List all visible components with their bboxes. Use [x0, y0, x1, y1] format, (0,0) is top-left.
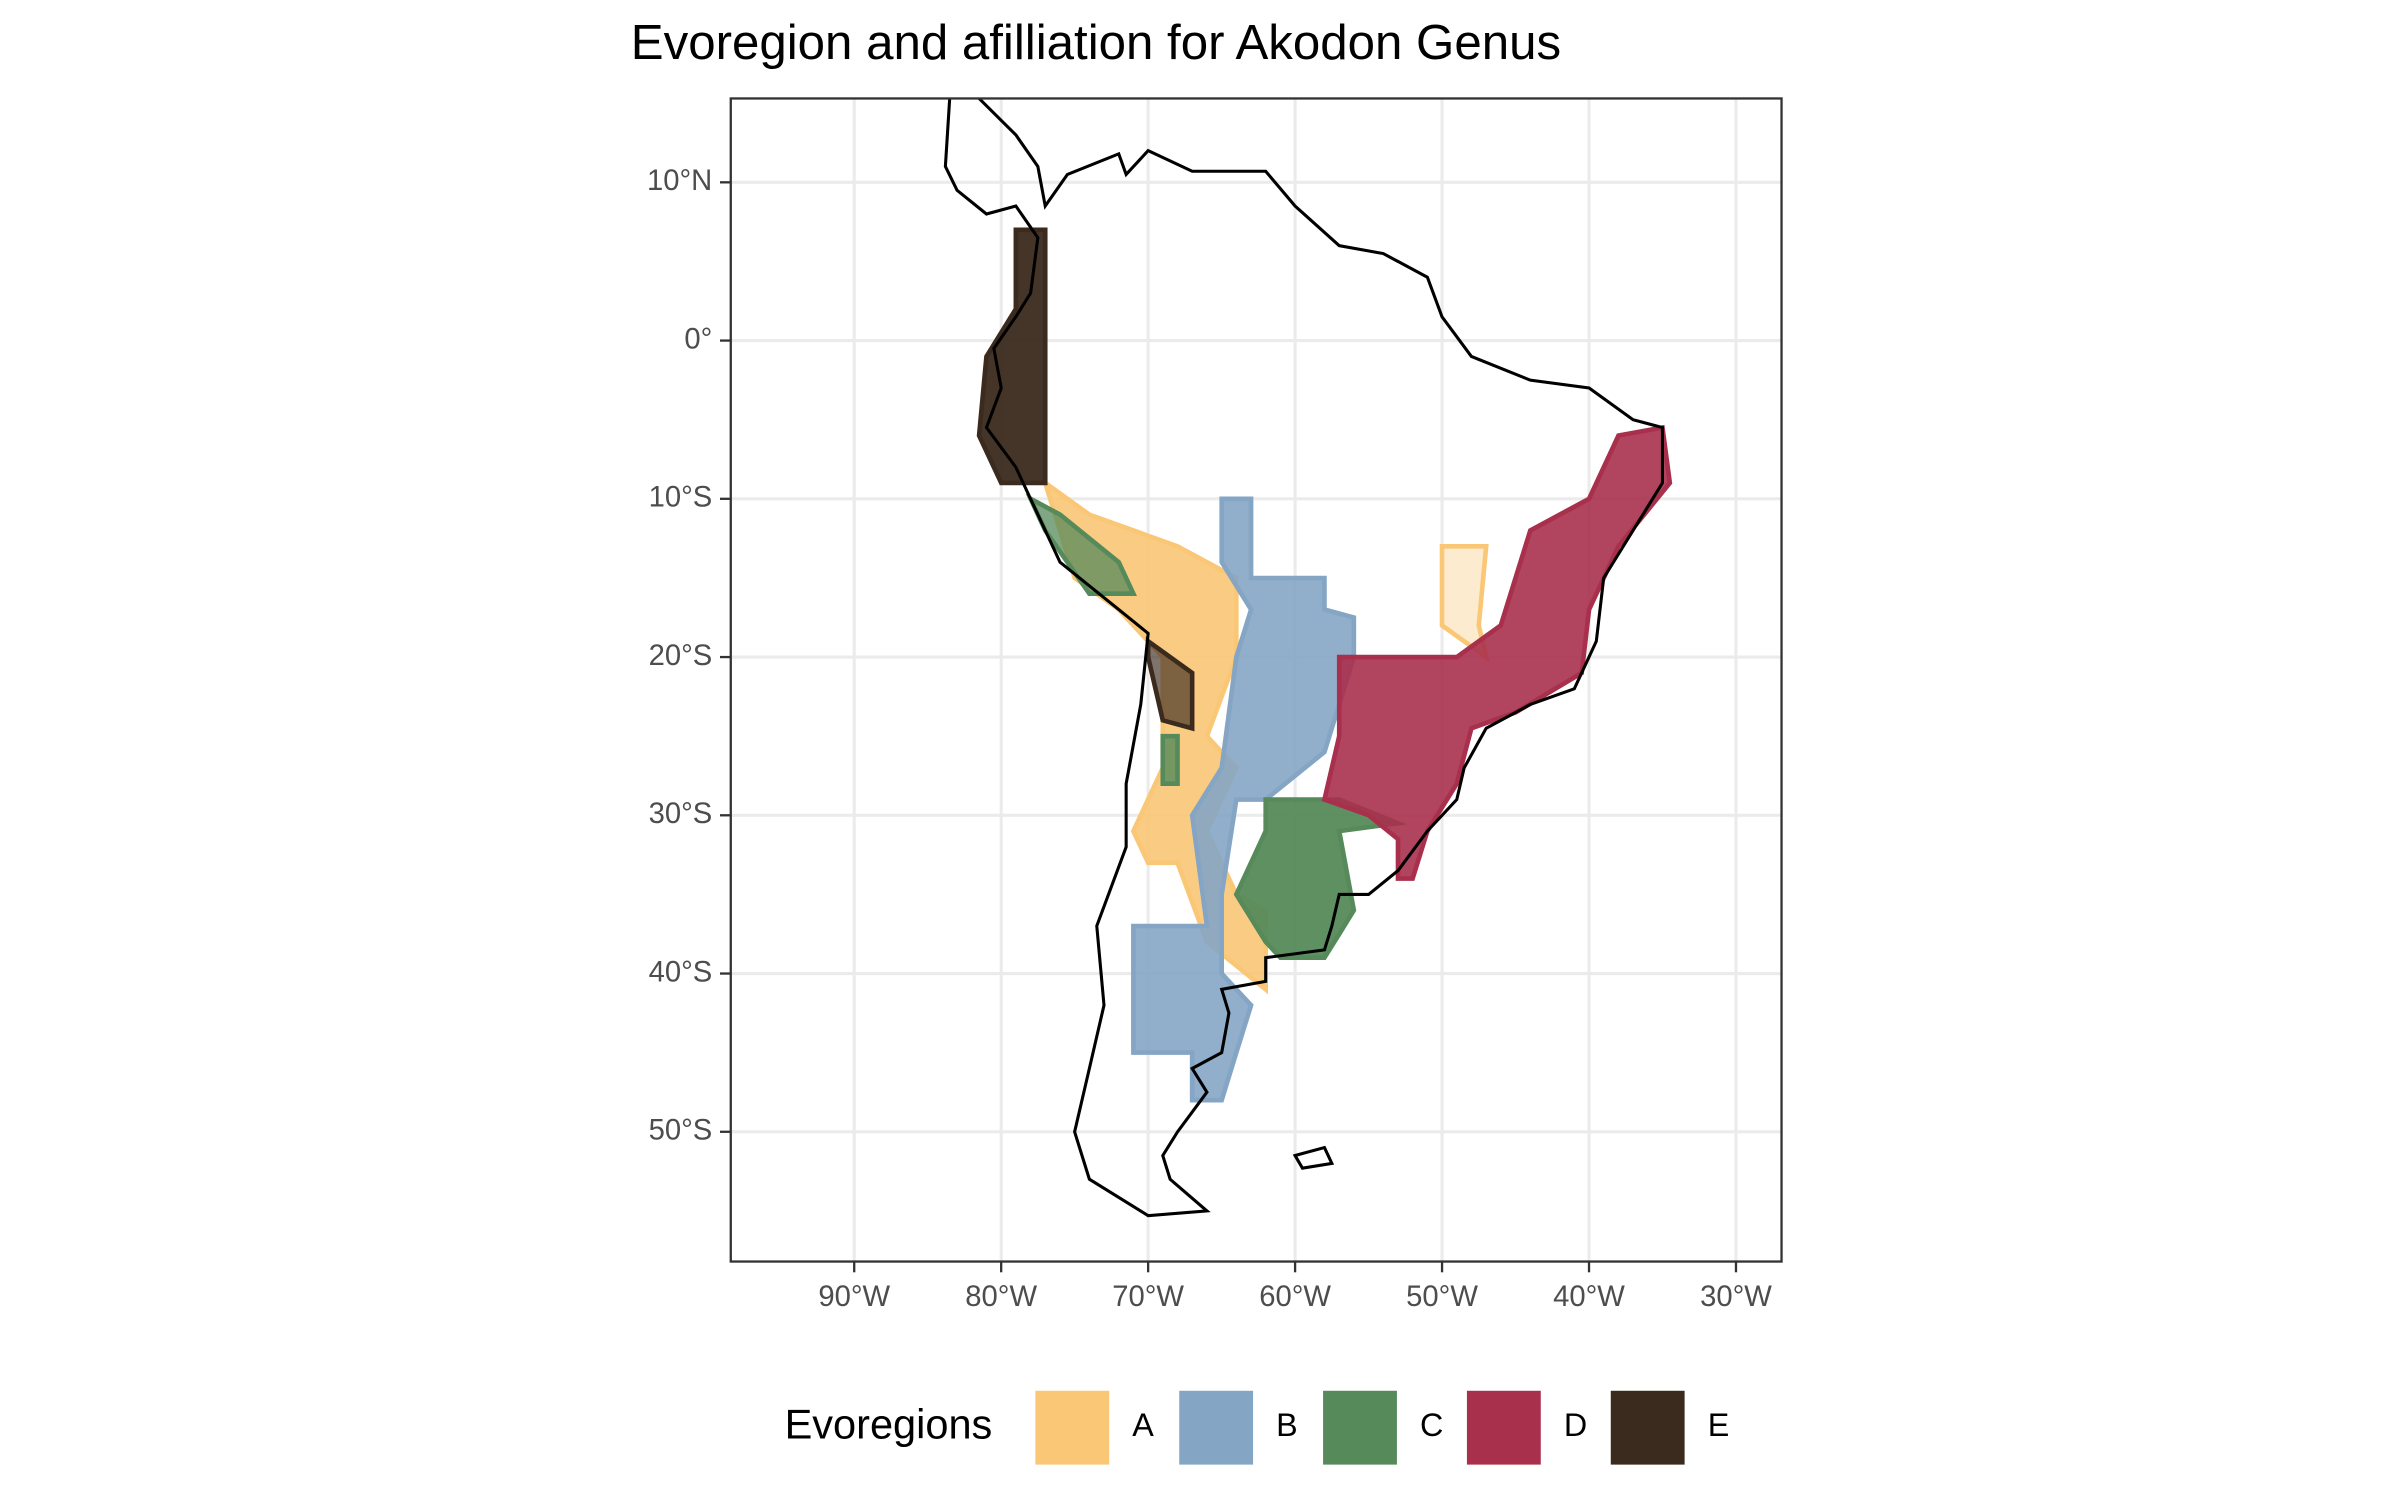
y-tick-label: 10°S — [649, 482, 713, 514]
evoregion-area — [1321, 424, 1673, 881]
y-tick-label: 50°S — [649, 1114, 713, 1146]
y-tick-label: 20°S — [649, 640, 713, 672]
chart-title: Evoregion and afilliation for Akodon Gen… — [631, 15, 1561, 70]
legend-swatch — [1035, 1390, 1110, 1465]
legend-label: E — [1708, 1407, 1730, 1443]
x-tick-label: 80°W — [965, 1281, 1037, 1313]
legend-label: B — [1276, 1407, 1298, 1443]
x-tick-label: 90°W — [818, 1281, 890, 1313]
legend-label: A — [1132, 1407, 1154, 1443]
y-tick-label: 10°N — [647, 165, 712, 197]
legend-swatch — [1179, 1390, 1254, 1465]
legend-title: Evoregions — [785, 1401, 993, 1448]
x-tick-label: 30°W — [1700, 1281, 1772, 1313]
y-tick-label: 30°S — [649, 798, 713, 830]
legend-label: D — [1564, 1407, 1587, 1443]
map-layer — [943, 98, 1673, 1218]
island — [1292, 1145, 1335, 1170]
x-tick-label: 40°W — [1553, 1281, 1625, 1313]
x-tick-label: 60°W — [1259, 1281, 1331, 1313]
legend-label: C — [1420, 1407, 1443, 1443]
coastline — [943, 98, 1664, 1218]
x-tick-label: 50°W — [1406, 1281, 1478, 1313]
evoregion-area — [1233, 797, 1407, 960]
y-tick-label: 40°S — [649, 956, 713, 988]
evoregion-area — [976, 227, 1048, 486]
panel-border — [729, 97, 1783, 1263]
legend-swatch — [1610, 1390, 1685, 1465]
y-tick-label: 0° — [684, 323, 712, 355]
evoregion-area — [1131, 496, 1357, 1103]
evoregion-area — [1145, 636, 1195, 732]
x-tick-label: 70°W — [1112, 1281, 1184, 1313]
legend-swatch — [1323, 1390, 1397, 1465]
legend-swatch — [1466, 1390, 1541, 1465]
evoregion-area — [1160, 733, 1180, 786]
